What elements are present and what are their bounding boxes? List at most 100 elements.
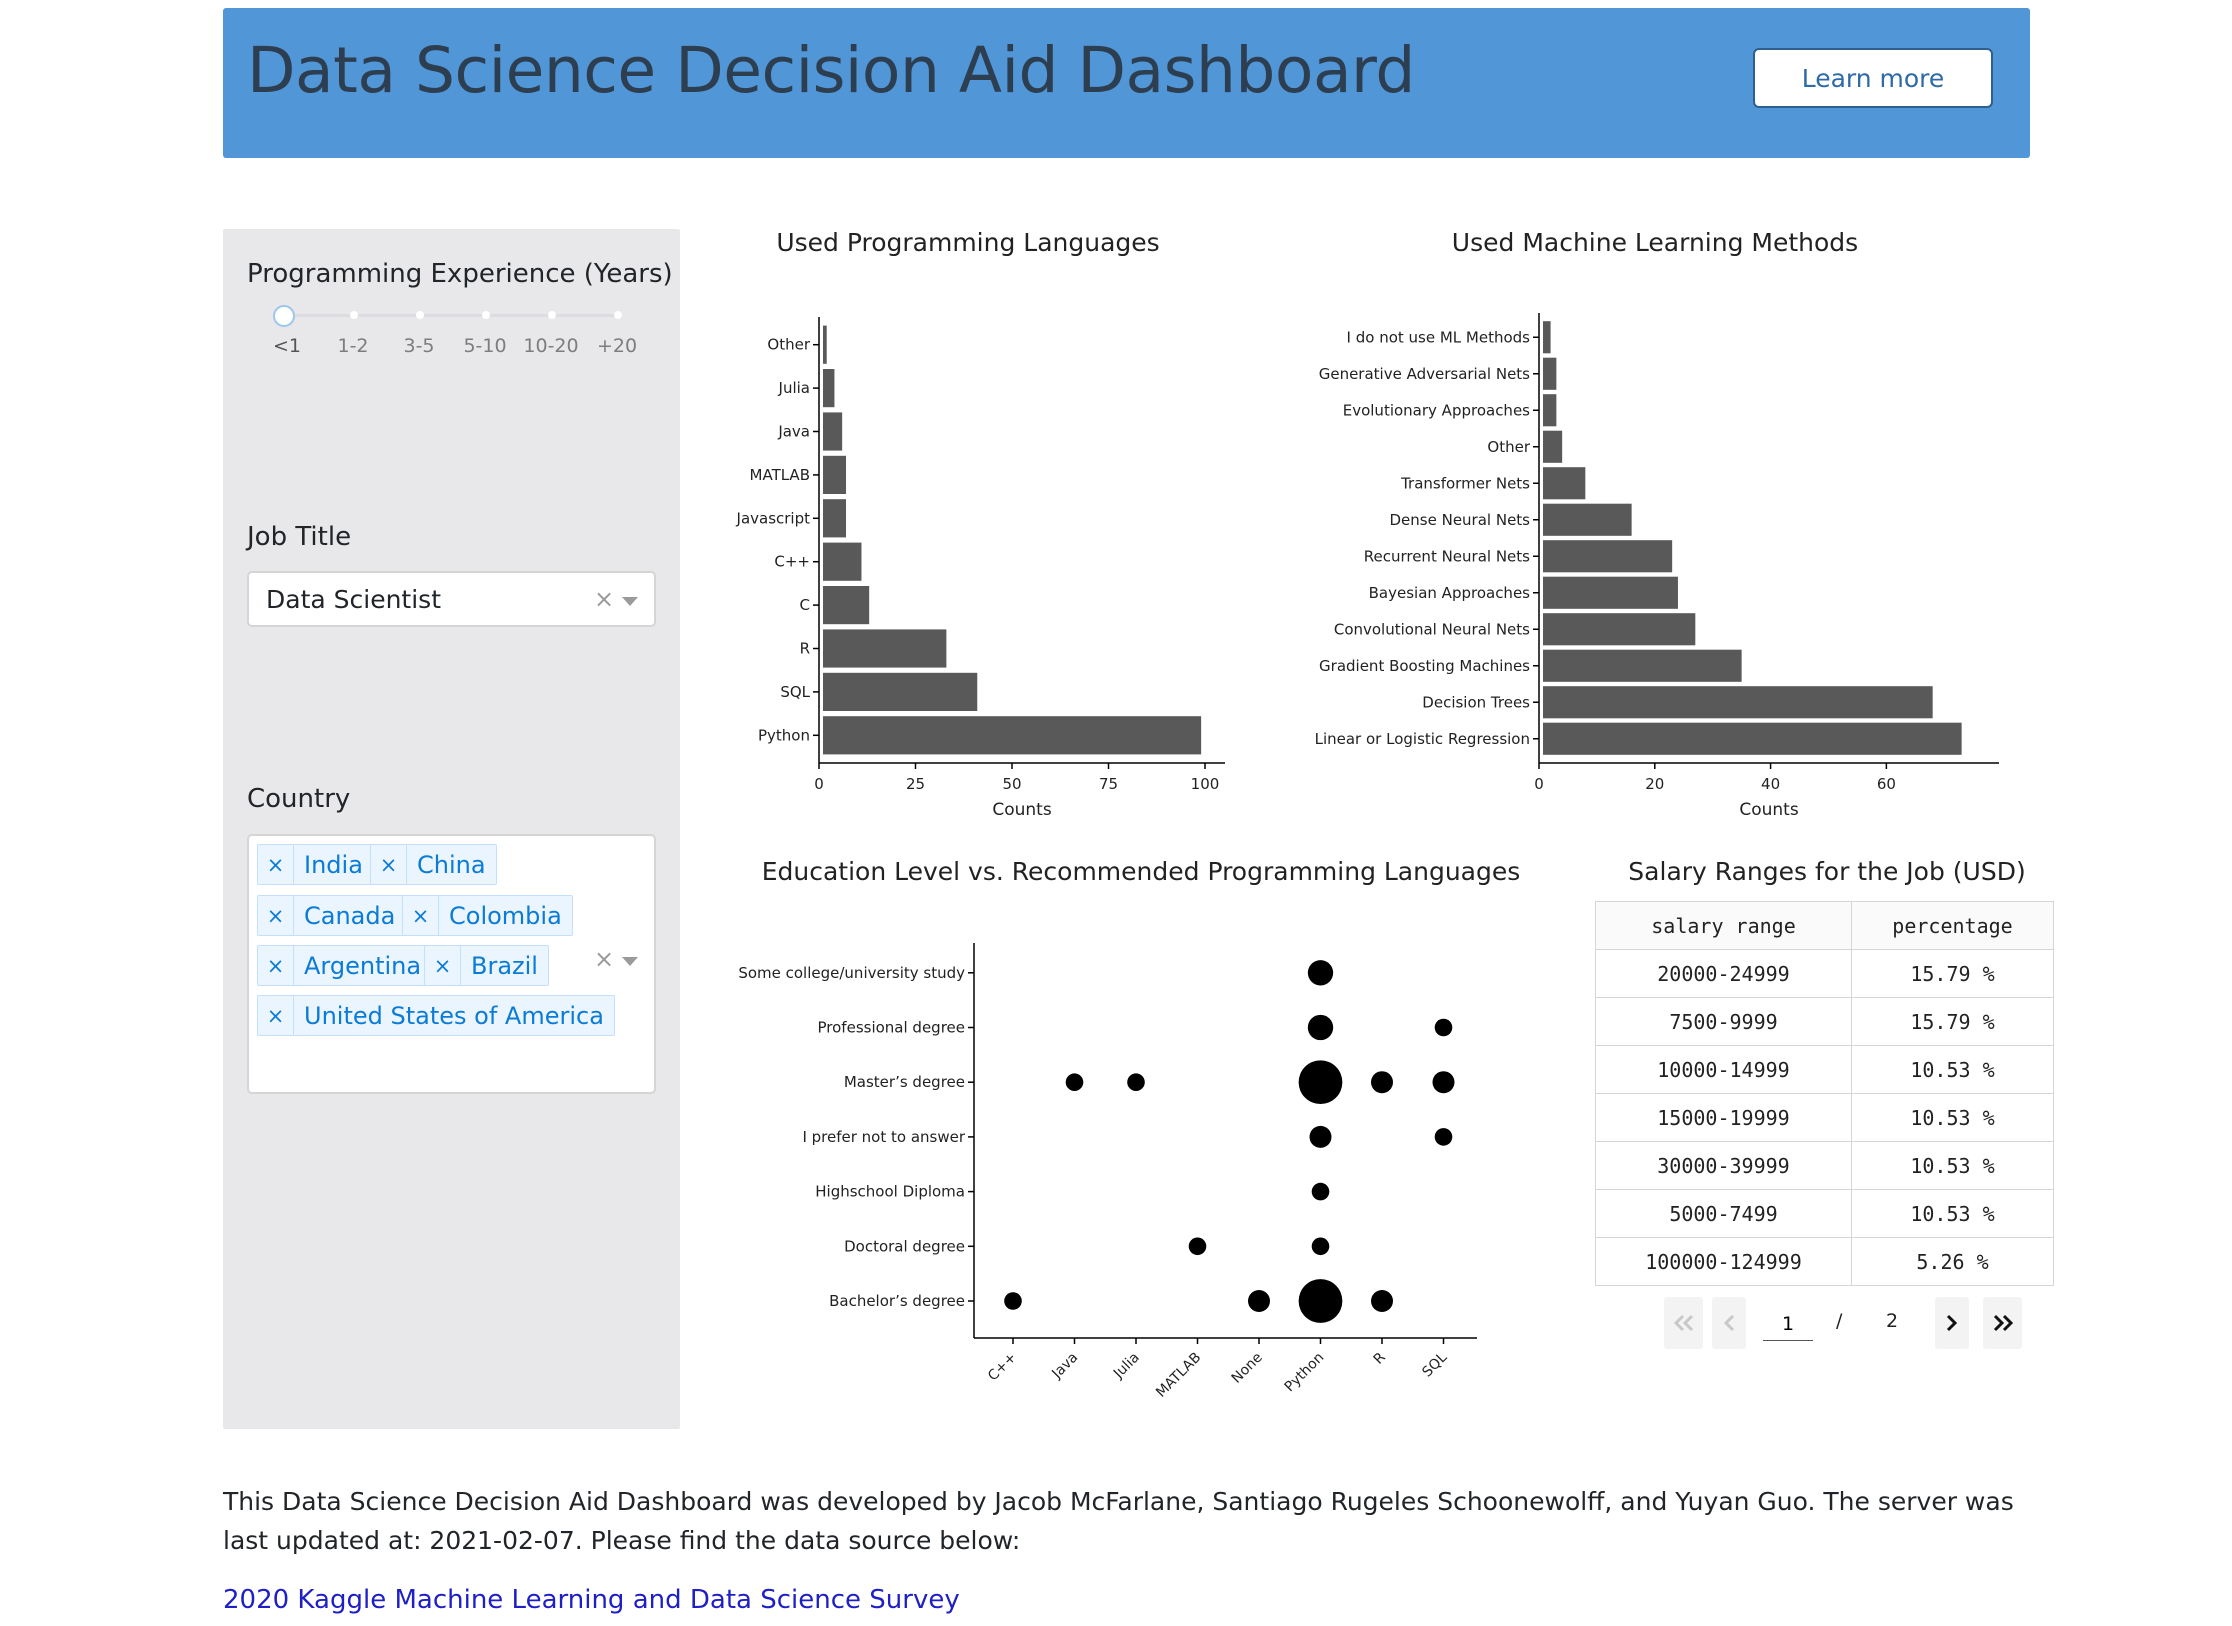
slider-dot[interactable] [416, 311, 424, 319]
country-tag: × United States of America [257, 995, 615, 1036]
slider-mark[interactable]: 1-2 [337, 335, 369, 357]
experience-slider-handle[interactable] [273, 305, 295, 327]
last-page-button[interactable] [1983, 1297, 2022, 1349]
table-cell: 10.53 % [1851, 1045, 2054, 1094]
ml-bar [1543, 430, 1563, 463]
languages-chart-title: Used Programming Languages [776, 228, 1160, 257]
ml-ytick-label: Other [1487, 438, 1530, 456]
lang-bar [823, 629, 947, 668]
lang-xtick-label: 100 [1191, 775, 1220, 793]
ml-bar [1543, 576, 1678, 609]
ml-xlabel: Counts [1739, 800, 1798, 820]
lang-xtick-label: 25 [906, 775, 925, 793]
ml-xtick-label: 40 [1761, 775, 1780, 793]
lang-ytick-label: Python [758, 726, 810, 744]
remove-tag-icon[interactable]: × [258, 996, 294, 1035]
edu-xtick-label: C++ [985, 1350, 1020, 1385]
slider-dot[interactable] [350, 311, 358, 319]
slider-mark[interactable]: 3-5 [403, 335, 435, 357]
slider-mark[interactable]: <1 [272, 335, 302, 357]
salary-table: salary range percentage 20000-24999 15.79… [1595, 901, 2054, 1286]
edu-xtick-label: R [1371, 1349, 1389, 1367]
country-tag-label: Colombia [449, 901, 562, 930]
remove-tag-icon[interactable]: × [258, 946, 294, 985]
remove-tag-icon[interactable]: × [371, 845, 407, 884]
slider-mark[interactable]: +20 [596, 335, 638, 357]
remove-tag-icon[interactable]: × [258, 896, 294, 935]
edu-point [1065, 1073, 1084, 1091]
ml-ytick-label: Recurrent Neural Nets [1364, 547, 1530, 565]
chevron-down-icon[interactable] [622, 597, 638, 606]
table-row: 20000-24999 15.79 % [1595, 949, 2054, 998]
experience-label: Programming Experience (Years) [247, 259, 673, 289]
table-cell: 15000-19999 [1595, 1093, 1852, 1142]
experience-slider-track[interactable] [287, 314, 617, 317]
ml-xtick-label: 0 [1534, 775, 1544, 793]
table-cell: 15.79 % [1851, 997, 2054, 1046]
edu-point [1309, 1125, 1332, 1148]
clear-icon[interactable]: × [594, 945, 615, 973]
remove-tag-icon[interactable]: × [403, 896, 439, 935]
country-tag: × Colombia [402, 895, 573, 936]
job-title-value: Data Scientist [266, 585, 441, 614]
country-tag: × India [257, 844, 374, 885]
edu-point [1004, 1292, 1022, 1310]
ml-ytick-label: Transformer Nets [1400, 474, 1530, 492]
table-cell: 10.53 % [1851, 1141, 2054, 1190]
lang-xtick-label: 0 [814, 775, 824, 793]
country-multiselect[interactable]: × India × China × Canada × Colombia × Ar… [247, 834, 656, 1094]
data-source-link[interactable]: 2020 Kaggle Machine Learning and Data Sc… [223, 1585, 960, 1615]
ml-ytick-label: Convolutional Neural Nets [1334, 620, 1530, 638]
edu-xtick-label: Java [1048, 1350, 1081, 1383]
edu-ytick-label: Master’s degree [844, 1073, 965, 1091]
next-page-button[interactable] [1935, 1297, 1969, 1349]
chevron-down-icon[interactable] [622, 957, 638, 966]
job-title-label: Job Title [247, 522, 352, 552]
table-row: 5000-7499 10.53 % [1595, 1189, 2054, 1238]
first-page-button[interactable] [1664, 1297, 1703, 1349]
lang-bar [823, 716, 1202, 755]
lang-bar [823, 412, 843, 451]
page-number-input[interactable] [1763, 1307, 1813, 1341]
edu-point [1432, 1071, 1455, 1094]
country-tag-label: India [304, 850, 363, 879]
job-title-dropdown[interactable]: Data Scientist × [247, 571, 656, 627]
header-banner: Data Science Decision Aid Dashboard Lear… [223, 8, 2030, 158]
slider-dot[interactable] [614, 311, 622, 319]
edu-xtick-label: SQL [1419, 1349, 1450, 1380]
slider-mark[interactable]: 10-20 [523, 335, 579, 357]
edu-ytick-label: Bachelor’s degree [829, 1292, 965, 1310]
country-tag: × Brazil [424, 945, 549, 986]
edu-point [1371, 1290, 1393, 1312]
edu-xtick-label: MATLAB [1153, 1350, 1204, 1401]
slider-dot[interactable] [482, 311, 490, 319]
table-cell: 10000-14999 [1595, 1045, 1852, 1094]
ml-bar [1543, 686, 1933, 719]
column-header[interactable]: salary range [1595, 901, 1852, 950]
lang-xtick-label: 75 [1099, 775, 1118, 793]
ml-ytick-label: Gradient Boosting Machines [1319, 657, 1530, 675]
clear-icon[interactable]: × [594, 585, 615, 613]
learn-more-button[interactable]: Learn more [1753, 48, 1993, 108]
edu-point [1307, 960, 1334, 986]
lang-bar [823, 369, 835, 408]
chevron-left-icon [1723, 1314, 1735, 1332]
lang-ytick-label: C [800, 596, 810, 614]
table-row: 15000-19999 10.53 % [1595, 1093, 2054, 1142]
ml-ytick-label: Dense Neural Nets [1390, 511, 1531, 529]
previous-page-button[interactable] [1712, 1297, 1746, 1349]
lang-ytick-label: SQL [780, 683, 810, 701]
ml-xtick-label: 60 [1877, 775, 1896, 793]
lang-bar [823, 542, 862, 581]
edu-ytick-label: Some college/university study [738, 964, 965, 982]
remove-tag-icon[interactable]: × [258, 845, 294, 884]
lang-bar [823, 455, 847, 494]
column-header[interactable]: percentage [1851, 901, 2054, 950]
table-cell: 5.26 % [1851, 1237, 2054, 1286]
double-chevron-right-icon [1993, 1314, 2013, 1332]
remove-tag-icon[interactable]: × [425, 946, 461, 985]
country-label: Country [247, 784, 351, 814]
slider-dot[interactable] [548, 311, 556, 319]
slider-mark[interactable]: 5-10 [463, 335, 507, 357]
country-tag-label: United States of America [304, 1001, 604, 1030]
